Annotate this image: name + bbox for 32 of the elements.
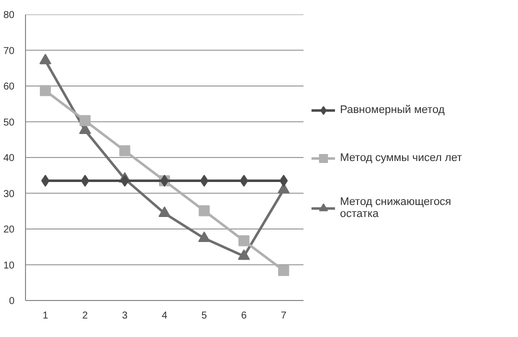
point — [198, 231, 210, 242]
point — [40, 85, 51, 96]
y-tick-label: 70 — [3, 46, 15, 57]
point — [158, 206, 170, 217]
y-tick-label: 30 — [3, 188, 15, 200]
point — [278, 264, 290, 276]
point — [238, 249, 250, 260]
y-tick-label: 80 — [3, 10, 15, 21]
point — [240, 174, 248, 187]
y-tick-label: 10 — [3, 260, 15, 272]
point — [198, 205, 210, 216]
y-tick-label: 40 — [3, 153, 15, 164]
x-tick-label: 1 — [42, 310, 49, 322]
x-tick-label: 6 — [241, 310, 248, 322]
legend-label: Метод снижающегося остатка — [340, 196, 452, 220]
point — [119, 145, 130, 156]
x-tick-label: 7 — [280, 310, 287, 322]
y-tick-label: 20 — [3, 224, 15, 236]
y-tick-label: 60 — [3, 82, 15, 92]
point — [41, 174, 50, 187]
point — [80, 115, 91, 126]
x-tick-label: 4 — [162, 310, 168, 322]
legend-label: Метод суммы чисел лет — [340, 152, 462, 164]
legend-label: Равномерный метод — [340, 104, 445, 116]
y-tick-label: 50 — [3, 117, 15, 128]
x-tick-label: 2 — [82, 310, 88, 322]
point — [279, 174, 288, 187]
y-tick-label: 0 — [8, 296, 15, 307]
point — [238, 235, 250, 246]
x-tick-label: 5 — [201, 310, 208, 322]
point — [80, 174, 90, 187]
x-tick-label: 3 — [122, 310, 128, 322]
